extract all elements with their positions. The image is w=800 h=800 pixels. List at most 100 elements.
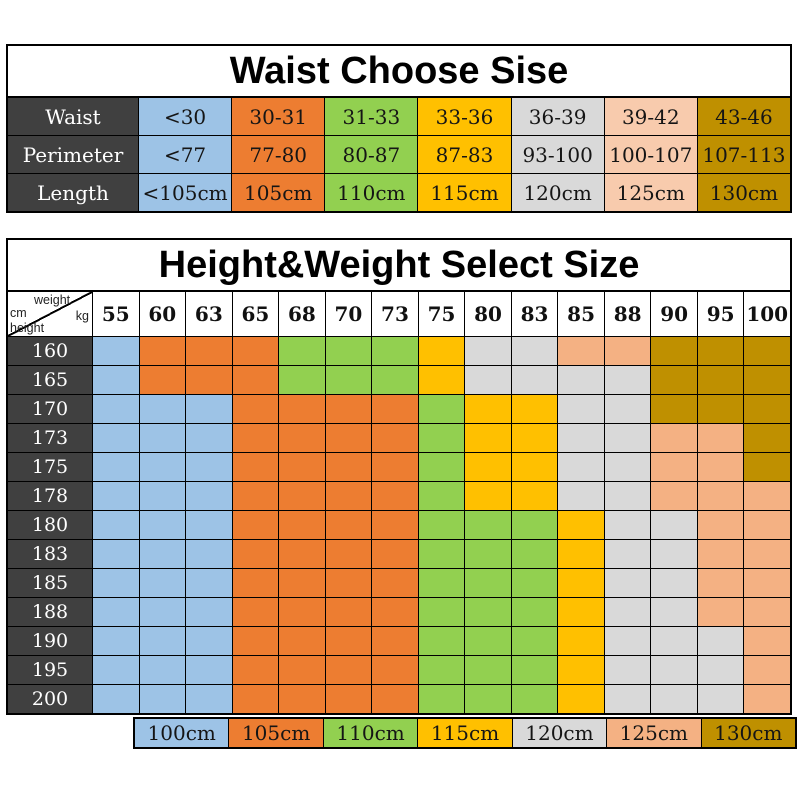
size-matrix-cell: [651, 453, 697, 481]
size-matrix-cell: [325, 424, 372, 452]
size-matrix-cell: [186, 453, 232, 481]
size-matrix-cell: [232, 656, 279, 684]
size-matrix-cell: [697, 627, 744, 655]
size-matrix-cell: [93, 424, 139, 452]
size-matrix-cell: [744, 337, 790, 365]
size-matrix-cell: [93, 366, 139, 394]
size-matrix-cell: [511, 540, 558, 568]
corner-height-label: height: [10, 320, 45, 335]
size-matrix-cell: [558, 453, 604, 481]
size-matrix-cell: [93, 656, 139, 684]
height-row-header: 180: [8, 511, 92, 539]
size-matrix-cell: [372, 424, 418, 452]
size-matrix-cell: [651, 569, 697, 597]
size-matrix-cell: [186, 395, 232, 423]
size-matrix-cell: [558, 540, 604, 568]
size-matrix-cell: [232, 685, 279, 713]
size-matrix-cell: [418, 395, 465, 423]
size-matrix-cell: [279, 511, 325, 539]
size-matrix-cell: [604, 366, 651, 394]
size-matrix-cell: [139, 366, 186, 394]
height-row-header: 175: [8, 453, 92, 481]
size-matrix-cell: [139, 424, 186, 452]
size-matrix-cell: [558, 337, 604, 365]
size-matrix-cell: [697, 337, 744, 365]
size-matrix-cell: [279, 656, 325, 684]
size-matrix-cell: [186, 366, 232, 394]
corner-cell: weight kg cm height: [8, 292, 92, 336]
size-matrix-cell: [186, 540, 232, 568]
size-matrix-cell: [232, 482, 279, 510]
waist-value-cell: <30: [139, 98, 232, 135]
waist-value-cell: <105cm: [139, 174, 232, 211]
size-matrix-cell: [558, 685, 604, 713]
size-matrix-cell: [186, 337, 232, 365]
height-row-header: 160: [8, 337, 92, 365]
size-matrix-cell: [325, 395, 372, 423]
size-matrix-cell: [697, 424, 744, 452]
size-matrix-cell: [139, 598, 186, 626]
weight-header-cell: 65: [232, 292, 279, 336]
weight-header-cell: 73: [372, 292, 418, 336]
size-matrix-cell: [232, 569, 279, 597]
size-matrix-cell: [651, 395, 697, 423]
size-matrix-cell: [139, 453, 186, 481]
size-matrix-cell: [279, 424, 325, 452]
size-matrix-cell: [232, 598, 279, 626]
size-matrix-cell: [186, 627, 232, 655]
size-matrix-cell: [186, 482, 232, 510]
waist-value-cell: <77: [139, 136, 232, 173]
size-matrix-cell: [372, 511, 418, 539]
corner-kg-label: kg: [75, 309, 89, 323]
size-matrix-cell: [604, 598, 651, 626]
size-matrix-cell: [744, 685, 790, 713]
size-matrix-cell: [418, 482, 465, 510]
size-matrix-cell: [325, 569, 372, 597]
size-matrix-cell: [279, 569, 325, 597]
size-matrix-cell: [325, 540, 372, 568]
waist-value-cell: 120cm: [511, 174, 604, 211]
size-matrix-cell: [558, 569, 604, 597]
size-matrix-cell: [604, 482, 651, 510]
size-matrix-cell: [418, 453, 465, 481]
size-matrix-cell: [186, 598, 232, 626]
size-matrix-cell: [279, 395, 325, 423]
size-matrix-cell: [279, 366, 325, 394]
size-matrix-cell: [744, 540, 790, 568]
waist-value-cell: 39-42: [604, 98, 697, 135]
size-matrix-cell: [418, 540, 465, 568]
size-matrix-cell: [139, 569, 186, 597]
size-matrix-cell: [604, 685, 651, 713]
size-matrix-cell: [744, 424, 790, 452]
size-matrix-cell: [744, 656, 790, 684]
weight-header-cell: 70: [325, 292, 372, 336]
size-matrix-cell: [558, 656, 604, 684]
size-matrix-cell: [232, 627, 279, 655]
height-row-header: 178: [8, 482, 92, 510]
legend-item: 105cm: [229, 719, 323, 747]
size-matrix-cell: [697, 656, 744, 684]
size-matrix-cell: [697, 511, 744, 539]
corner-cm-label: cm: [10, 306, 27, 320]
size-matrix-cell: [558, 598, 604, 626]
size-matrix-cell: [604, 656, 651, 684]
size-matrix-cell: [372, 395, 418, 423]
waist-row-header: Length: [8, 174, 138, 211]
size-matrix-cell: [744, 395, 790, 423]
size-matrix-cell: [93, 598, 139, 626]
height-row-header: 200: [8, 685, 92, 713]
size-matrix-cell: [558, 511, 604, 539]
size-matrix-cell: [744, 598, 790, 626]
size-matrix-cell: [139, 482, 186, 510]
size-matrix-cell: [139, 395, 186, 423]
size-matrix-cell: [604, 453, 651, 481]
size-matrix-cell: [604, 424, 651, 452]
height-weight-table: Height&Weight Select Size weight kg cm h…: [6, 238, 792, 715]
size-matrix-cell: [93, 453, 139, 481]
height-row-header: 170: [8, 395, 92, 423]
height-row-header: 185: [8, 569, 92, 597]
size-matrix-cell: [744, 511, 790, 539]
weight-header-cell: 88: [604, 292, 651, 336]
size-matrix-cell: [465, 569, 511, 597]
